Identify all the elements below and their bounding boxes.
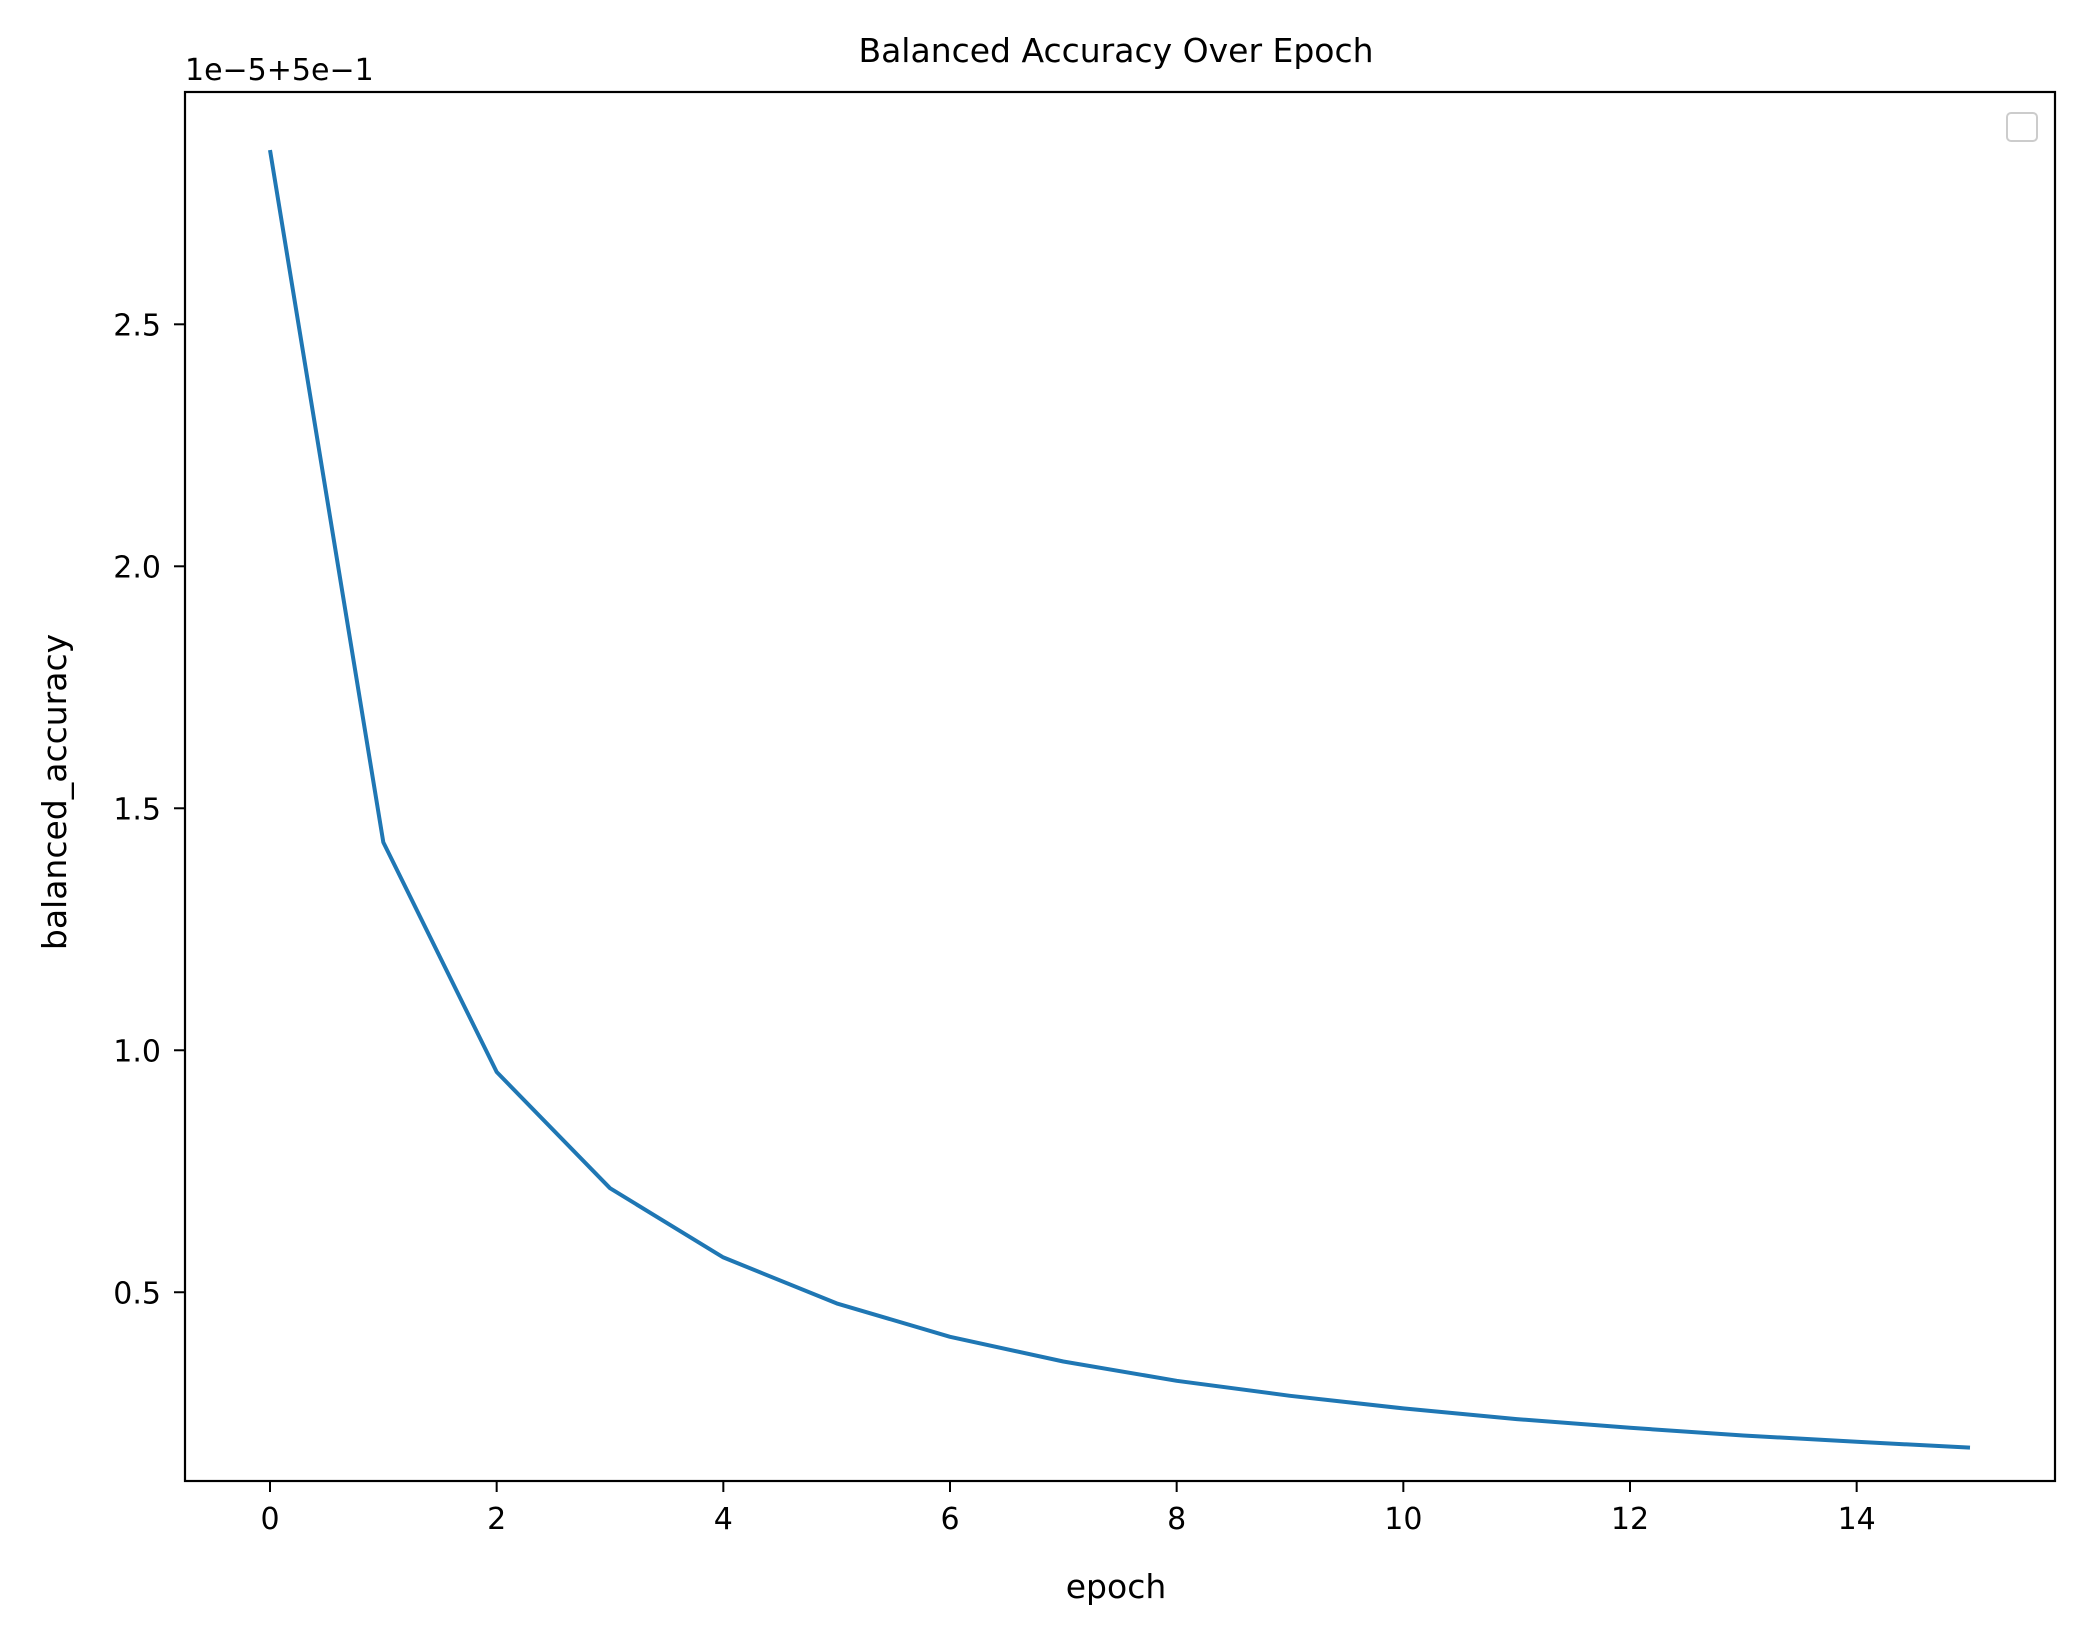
series-layer — [268, 149, 1971, 1450]
y-tick-label: 2.0 — [113, 550, 161, 585]
chart-title: Balanced Accuracy Over Epoch — [858, 31, 1373, 70]
x-axis-label: epoch — [1066, 1567, 1167, 1606]
x-tick-label: 6 — [940, 1502, 959, 1537]
x-axis: 0 2 4 6 8 10 12 14 — [260, 1481, 1876, 1537]
y-offset-label: 1e−5+5e−1 — [185, 53, 374, 88]
plot-frame — [183, 90, 2057, 1483]
y-tick-label: 1.5 — [113, 792, 161, 827]
y-tick-label: 1.0 — [113, 1034, 161, 1069]
x-tick-label: 2 — [487, 1502, 506, 1537]
x-tick-label: 10 — [1384, 1502, 1422, 1537]
y-axis-label: balanced_accuracy — [35, 634, 74, 950]
y-tick-label: 0.5 — [113, 1276, 161, 1311]
x-tick-label: 0 — [260, 1502, 279, 1537]
x-tick-label: 8 — [1167, 1502, 1186, 1537]
series-line — [268, 149, 1971, 1450]
x-tick-label: 4 — [714, 1502, 733, 1537]
x-tick-label: 12 — [1611, 1502, 1649, 1537]
y-axis: 0.5 1.0 1.5 2.0 2.5 — [113, 308, 185, 1311]
x-tick-label: 14 — [1838, 1502, 1876, 1537]
legend-box — [2006, 112, 2038, 142]
y-tick-label: 2.5 — [113, 308, 161, 343]
plot-area: 0 2 4 6 8 10 12 14 0.5 1.0 1.5 2.0 2.5 — [113, 90, 2057, 1537]
